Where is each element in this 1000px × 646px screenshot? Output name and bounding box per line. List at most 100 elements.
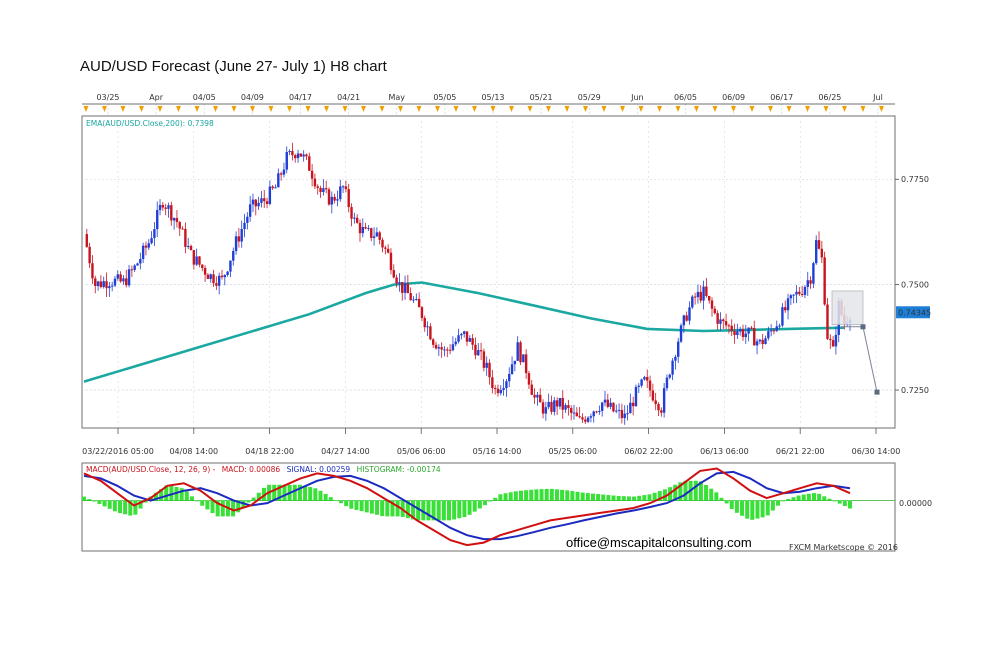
histogram-bar: [477, 500, 482, 509]
candle-body: [263, 198, 266, 202]
candle-body: [755, 341, 759, 346]
candle-body: [215, 283, 218, 286]
candle-body: [212, 274, 215, 284]
histogram-bar: [781, 500, 786, 502]
histogram-bar: [565, 490, 570, 501]
candle-body: [600, 402, 604, 411]
candle-body: [626, 413, 629, 415]
histogram-bar: [231, 500, 236, 517]
histogram-bar: [596, 494, 601, 501]
candle-body: [91, 263, 94, 279]
candle-body: [665, 377, 669, 389]
histogram-bar: [92, 500, 97, 502]
top-date-axis: 03/25 Apr 04/05 04/09 04/17 04/21 May 05/05 05/1…: [82, 93, 895, 112]
candle-body: [105, 281, 108, 289]
candle-body: [550, 401, 553, 412]
histogram-bar: [297, 484, 302, 501]
flag-marker: [786, 106, 792, 112]
bottom-date-label: 05/16 14:00: [473, 447, 522, 456]
candle-body: [493, 388, 497, 390]
candle-body: [99, 281, 103, 287]
histogram-bar: [812, 493, 817, 501]
candle-body: [496, 388, 500, 394]
candle-body: [519, 342, 522, 363]
candle-body: [699, 291, 702, 301]
candle-body: [662, 388, 666, 413]
candle-body: [617, 409, 621, 411]
candle-body: [339, 186, 342, 200]
candle-body: [370, 228, 373, 238]
histogram-bar: [405, 500, 410, 519]
candle-body: [257, 202, 260, 207]
candle-body: [798, 291, 801, 294]
candle-body: [482, 351, 486, 368]
histogram-bar: [169, 485, 174, 501]
histogram-bar: [282, 484, 287, 501]
macd-zero-label: 0.00000: [899, 499, 932, 508]
histogram-bar: [750, 500, 755, 520]
histogram-bar: [277, 484, 282, 501]
flag-marker: [879, 106, 884, 112]
candle-body: [389, 252, 393, 271]
candle-body: [834, 334, 838, 347]
histogram-bar: [153, 492, 158, 501]
candle-body: [229, 260, 232, 272]
flag-marker: [194, 106, 200, 112]
histogram-bar: [662, 489, 667, 501]
candle-body: [539, 394, 542, 403]
candle-body: [606, 399, 610, 407]
flag-marker: [287, 106, 292, 112]
candle-body: [589, 416, 593, 418]
candle-body: [299, 153, 303, 157]
candle-body: [713, 308, 717, 314]
histogram-bar: [570, 491, 575, 501]
histogram-bar: [642, 495, 647, 501]
candle-body: [409, 293, 412, 301]
flag-marker: [657, 106, 662, 112]
candle-body: [412, 299, 415, 301]
candle-body: [705, 286, 708, 297]
candle-body: [719, 319, 722, 324]
macd-lines: [83, 467, 851, 547]
candle-body: [508, 373, 511, 382]
last-price-label: 0.74345: [898, 308, 931, 317]
contact-email[interactable]: office@mscapitalconsulting.com: [566, 535, 752, 550]
candle-body: [310, 170, 314, 179]
histogram-bar: [272, 484, 277, 501]
candle-body: [367, 228, 370, 230]
candle-body: [226, 271, 229, 275]
candle-body: [744, 333, 748, 338]
candle-body: [682, 315, 686, 326]
candle-body: [322, 188, 325, 193]
candle-body: [265, 201, 269, 204]
candle-body: [170, 205, 173, 221]
candle-body: [260, 198, 263, 203]
candle-body: [248, 204, 252, 217]
histogram-bar: [698, 481, 703, 501]
histogram-bar: [143, 500, 148, 503]
candle-body: [116, 274, 119, 279]
histogram-bar: [554, 489, 559, 501]
histogram-bar: [184, 491, 189, 501]
histogram-bar: [472, 500, 477, 512]
histogram-bar: [842, 500, 847, 507]
candle-body: [364, 227, 367, 229]
histogram-bar: [534, 489, 539, 501]
macd-line: [83, 467, 851, 547]
flag-marker: [805, 106, 810, 112]
candle-body: [153, 229, 156, 239]
candle-body: [564, 405, 567, 410]
candle-body: [499, 389, 502, 394]
flag-marker: [342, 106, 348, 112]
histogram-bar: [447, 500, 452, 521]
histogram-bar: [138, 500, 143, 509]
histogram-bar: [704, 485, 709, 501]
document-title: AUD/USD Forecast (June 27- July 1) H8 ch…: [80, 58, 387, 75]
histogram-bar: [714, 492, 719, 501]
candle-body: [477, 350, 480, 356]
histogram-bar: [164, 485, 169, 501]
candle-body: [767, 331, 770, 339]
histogram-bar: [369, 500, 374, 514]
flag-marker: [250, 106, 255, 112]
macd-histogram: [82, 480, 852, 521]
